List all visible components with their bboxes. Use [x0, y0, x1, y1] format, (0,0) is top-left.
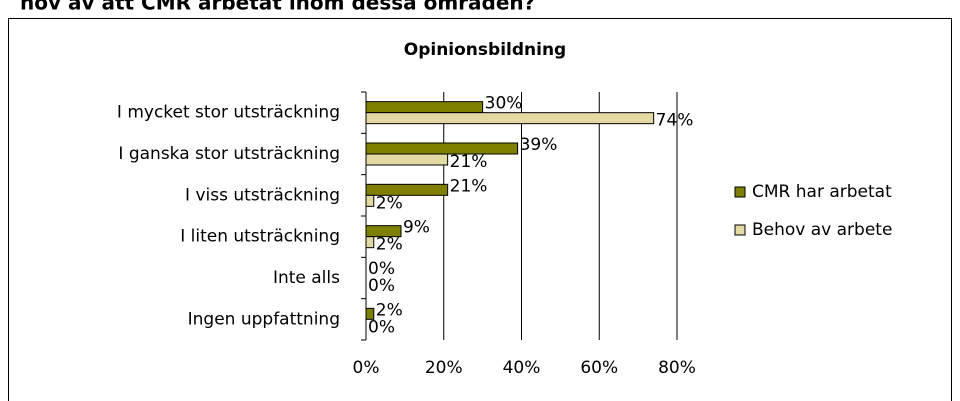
bar [365, 112, 655, 125]
legend-swatch [734, 224, 746, 236]
bar [365, 225, 402, 238]
chart-title: Opinionsbildning [404, 40, 566, 60]
value-label: 0% [368, 276, 395, 296]
value-label: 2% [376, 235, 403, 255]
bar [365, 307, 375, 320]
y-tick-label: Ingen uppfattning [188, 309, 340, 329]
value-label: 21% [450, 176, 488, 196]
value-label: 39% [520, 135, 558, 155]
bar [365, 194, 375, 207]
x-tick-label: 80% [658, 358, 696, 378]
value-label: 30% [485, 94, 523, 114]
value-label: 9% [403, 218, 430, 238]
page-heading: hov av att CMR arbetat inom dessa område… [20, 0, 535, 15]
bar [365, 142, 519, 155]
bar [365, 183, 449, 196]
x-tick-label: 40% [503, 358, 541, 378]
bar [365, 236, 375, 249]
x-tick-label: 0% [353, 358, 380, 378]
y-tick-label: Inte alls [273, 268, 340, 288]
legend-label: Behov av arbete [752, 220, 892, 240]
value-label: 0% [368, 259, 395, 279]
y-tick-label: I mycket stor utsträckning [117, 103, 340, 123]
bar [365, 101, 484, 114]
y-tick-label: I liten utsträckning [180, 227, 340, 247]
y-tick-label: I ganska stor utsträckning [118, 144, 340, 164]
value-label: 2% [376, 193, 403, 213]
value-label: 2% [376, 300, 403, 320]
value-label: 74% [656, 111, 694, 131]
value-label: 21% [450, 152, 488, 172]
y-tick-label: I viss utsträckning [185, 185, 340, 205]
value-label: 0% [368, 317, 395, 337]
x-tick-label: 60% [580, 358, 618, 378]
chart-frame [8, 18, 952, 401]
legend-label: CMR har arbetat [752, 182, 892, 202]
legend-swatch [734, 186, 746, 198]
bar [365, 153, 449, 166]
x-tick-label: 20% [425, 358, 463, 378]
